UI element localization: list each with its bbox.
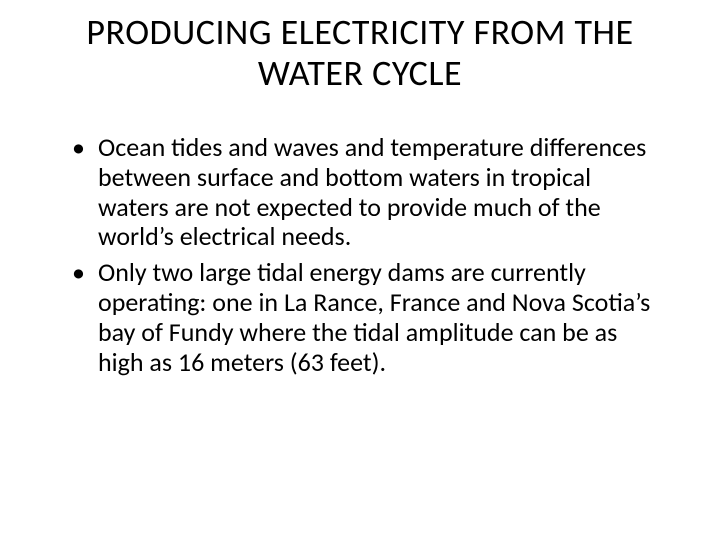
bullet-list: Ocean tides and waves and temperature di… <box>28 133 692 378</box>
list-item: Ocean tides and waves and temperature di… <box>98 133 662 253</box>
slide: PRODUCING ELECTRICITY FROM THE WATER CYC… <box>0 0 720 540</box>
slide-title: PRODUCING ELECTRICITY FROM THE WATER CYC… <box>28 12 692 95</box>
list-item: Only two large tidal energy dams are cur… <box>98 258 662 378</box>
